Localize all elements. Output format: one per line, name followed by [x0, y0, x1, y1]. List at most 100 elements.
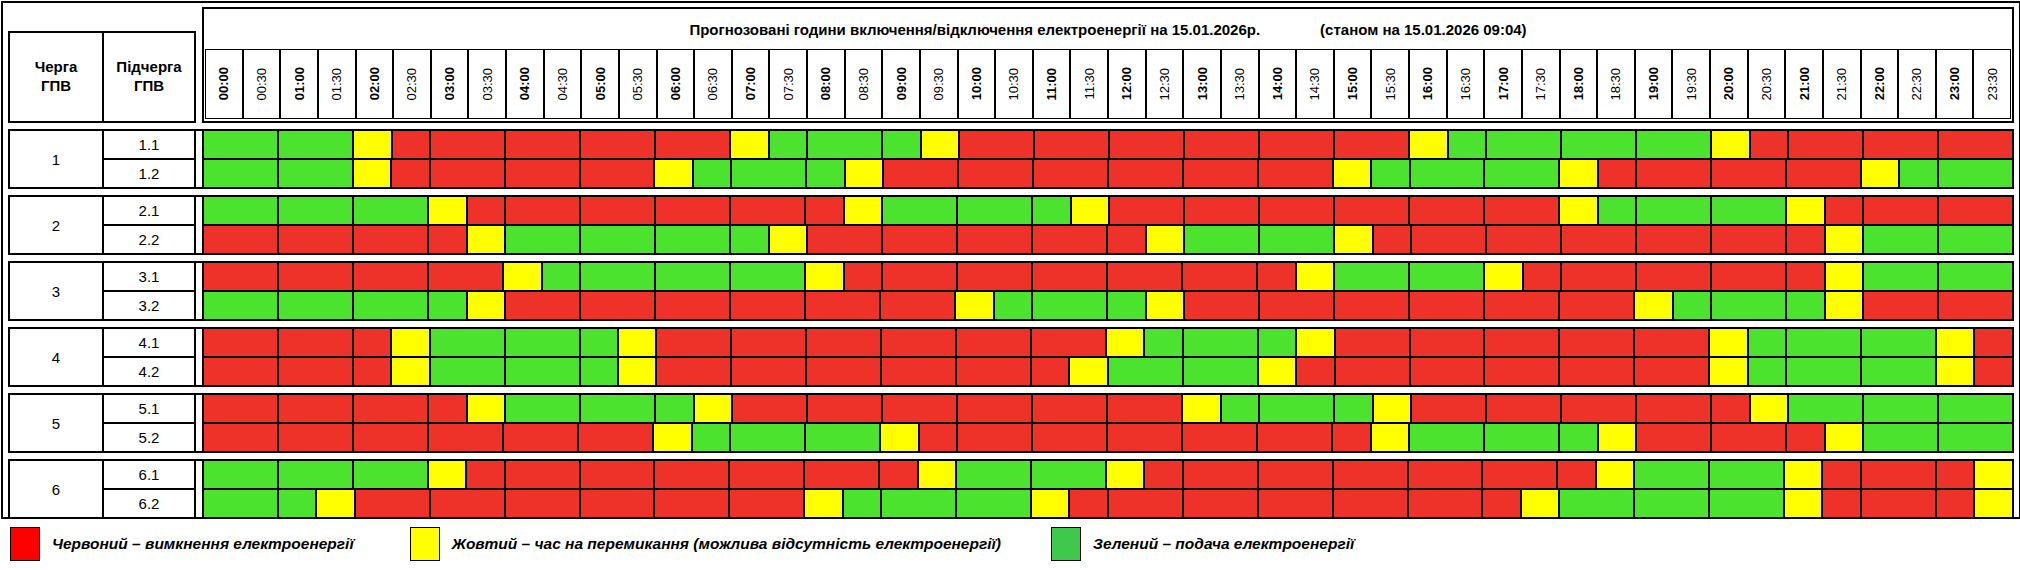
schedule-cell: [1901, 131, 1938, 158]
schedule-cell: [1031, 395, 1070, 422]
schedule-cell: [918, 292, 955, 319]
schedule-cell: [845, 131, 882, 158]
schedule-cell: [805, 329, 843, 356]
schedule-cell: [1447, 131, 1486, 158]
schedule-cell: [1710, 131, 1749, 158]
schedule-cell: [731, 395, 770, 422]
schedule-cell: [1447, 263, 1484, 290]
time-label: 23:00: [1936, 49, 1974, 119]
schedule-cell: [504, 358, 542, 385]
schedule-cell: [465, 461, 503, 488]
schedule-cell: [504, 329, 542, 356]
schedule-row-5.1: [204, 395, 2012, 422]
schedule-cell: [1181, 395, 1220, 422]
time-label: 04:30: [544, 49, 582, 119]
queue-band-1: 11.11.2: [8, 129, 2014, 189]
schedule-cell: [994, 358, 1030, 385]
schedule-cell: [693, 131, 730, 158]
schedule-cell: [1407, 461, 1445, 488]
schedule-cell: [1372, 395, 1411, 422]
schedule-cell: [1935, 358, 1973, 385]
legend-item: Червоний – вимкнення електроенергії: [10, 527, 354, 561]
schedule-cell: [654, 263, 693, 290]
schedule-cell: [466, 292, 505, 319]
schedule-cell: [542, 461, 578, 488]
schedule-cell: [277, 329, 315, 356]
time-label-text: 20:30: [1759, 68, 1774, 101]
time-label: 20:30: [1748, 49, 1786, 119]
schedule-cell: [694, 358, 730, 385]
schedule-cell: [956, 197, 995, 224]
schedule-cell: [917, 461, 955, 488]
schedule-table: Черга ГПВ Підчерга ГПВ Прогнозовані годи…: [1, 1, 2020, 519]
schedule-cell: [1674, 424, 1711, 451]
schedule-cell: [1409, 358, 1447, 385]
schedule-cell: [204, 424, 241, 451]
time-label-text: 21:00: [1797, 67, 1812, 100]
time-label-text: 06:00: [668, 67, 683, 100]
schedule-cell: [579, 131, 618, 158]
schedule-cell: [617, 358, 655, 385]
time-label: 06:30: [694, 49, 732, 119]
schedule-cell: [995, 226, 1032, 253]
time-label-text: 17:00: [1496, 67, 1511, 100]
time-label: 14:00: [1259, 49, 1297, 119]
schedule-cell: [1483, 329, 1521, 356]
schedule-cell: [618, 292, 655, 319]
schedule-cell: [1106, 292, 1145, 319]
schedule-cell: [1372, 292, 1409, 319]
schedule-cell: [1372, 226, 1411, 253]
schedule-cell: [1143, 329, 1181, 356]
schedule-cell: [653, 461, 691, 488]
schedule-grid: [202, 329, 2012, 385]
queue-band-2: 22.12.2: [8, 195, 2014, 255]
time-label: 13:00: [1183, 49, 1221, 119]
schedule-cell: [806, 131, 845, 158]
schedule-cell: [1183, 226, 1222, 253]
schedule-cell: [1068, 490, 1106, 517]
schedule-cell: [1068, 358, 1106, 385]
schedule-cell: [920, 131, 959, 158]
schedule-cell: [1558, 292, 1597, 319]
queue-number: 4: [10, 329, 104, 385]
time-label: 17:00: [1484, 49, 1522, 119]
schedule-cell: [617, 461, 653, 488]
schedule-cell: [1976, 226, 2013, 253]
schedule-cell: [427, 292, 466, 319]
schedule-cell: [1633, 358, 1671, 385]
schedule-cell: [1710, 160, 1748, 187]
time-label-text: 05:00: [593, 67, 608, 100]
queue-column-header: Черга ГПВ: [10, 33, 104, 121]
schedule-cell: [316, 197, 353, 224]
schedule-cell: [391, 292, 428, 319]
schedule-cell: [1409, 160, 1447, 187]
schedule-cell: [1258, 292, 1297, 319]
time-label: 22:30: [1898, 49, 1936, 119]
schedule-cell: [1783, 461, 1821, 488]
schedule-cell: [1333, 131, 1372, 158]
schedule-cell: [654, 292, 693, 319]
schedule-cell: [315, 461, 351, 488]
schedule-cell: [653, 490, 691, 517]
schedule-cell: [1445, 461, 1481, 488]
schedule-cell: [277, 197, 316, 224]
schedule-cell: [316, 395, 353, 422]
schedule-cell: [617, 160, 653, 187]
schedule-cell: [729, 263, 768, 290]
schedule-cell: [1635, 424, 1674, 451]
schedule-cell: [654, 395, 693, 422]
time-label-text: 15:30: [1383, 68, 1398, 101]
schedule-cell: [843, 263, 882, 290]
schedule-cell: [1823, 160, 1859, 187]
schedule-cell: [1258, 197, 1297, 224]
schedule-cell: [1295, 358, 1333, 385]
schedule-cell: [995, 197, 1032, 224]
schedule-cell: [504, 197, 543, 224]
schedule-cell: [543, 395, 580, 422]
schedule-cell: [352, 160, 390, 187]
schedule-cell: [1220, 424, 1257, 451]
time-label-text: 22:30: [1909, 68, 1924, 101]
schedule-cell: [919, 329, 955, 356]
schedule-cell: [1258, 131, 1297, 158]
time-label: 12:00: [1108, 49, 1146, 119]
